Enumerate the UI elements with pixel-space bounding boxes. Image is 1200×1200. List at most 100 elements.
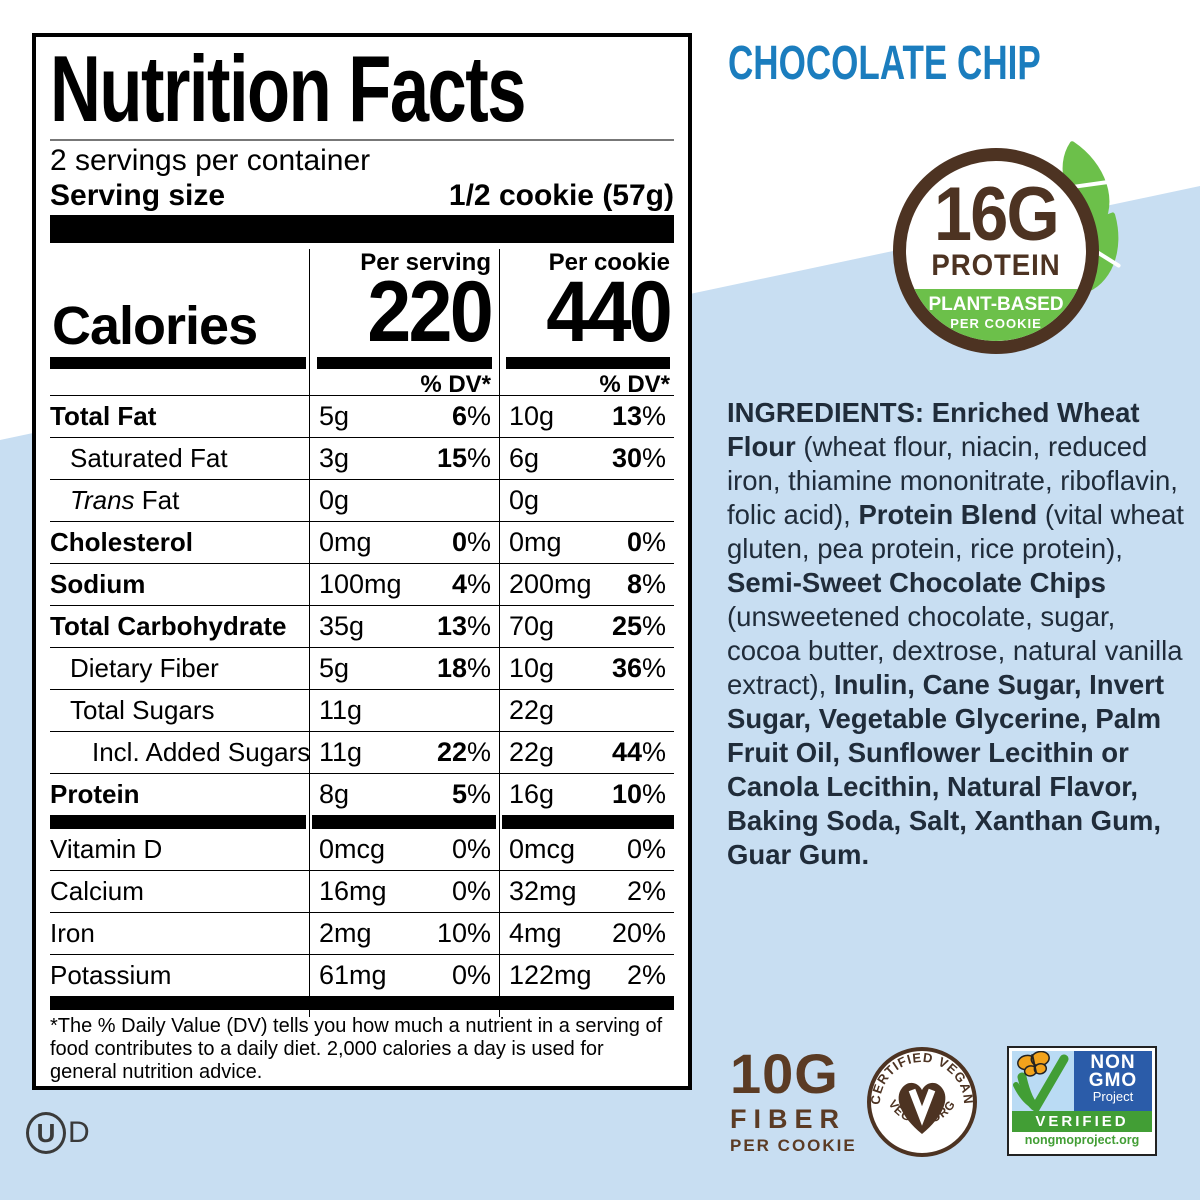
nutrition-facts-inner: Nutrition Facts 2 servings per container… bbox=[36, 41, 688, 1092]
dv-cell: 5% bbox=[451, 779, 491, 810]
dv-cell: 0% bbox=[626, 834, 666, 865]
nutrient-row: Total Carbohydrate 35g 13% 70g 25% bbox=[50, 606, 674, 649]
nutrient-name: Saturated Fat bbox=[70, 443, 228, 474]
non-gmo-line3: Project bbox=[1092, 1089, 1134, 1104]
dv-cell: 22% bbox=[436, 737, 491, 768]
amount-cell: 0mg bbox=[509, 527, 562, 558]
per-cookie-text: PER COOKIE bbox=[950, 316, 1042, 331]
nutrient-name: Trans Fat bbox=[70, 485, 180, 516]
butterfly-check-icon bbox=[1013, 1051, 1069, 1111]
nutrient-name: Sodium bbox=[50, 569, 146, 600]
nutrient-name: Total Carbohydrate bbox=[50, 611, 287, 642]
amount-cell: 35g bbox=[319, 611, 365, 642]
amount-cell: 122mg bbox=[509, 960, 592, 991]
ingredients-segment: Semi-Sweet Chocolate Chips bbox=[727, 567, 1106, 598]
ingredients-segment: INGREDIENTS: Enriched Wheat Flour bbox=[727, 397, 1140, 462]
amount-cell: 22g bbox=[509, 695, 555, 726]
amount-cell: 100mg bbox=[319, 569, 402, 600]
bar-segment bbox=[502, 815, 674, 830]
servings-per-container: 2 servings per container bbox=[50, 144, 371, 178]
non-gmo-verified-band: VERIFIED bbox=[1012, 1111, 1152, 1132]
nutrient-row: Total Fat 5g 6% 10g 13% bbox=[50, 396, 674, 439]
dv-cell: 20% bbox=[611, 918, 666, 949]
ingredients-segment: (wheat flour, niacin, reduced iron, thia… bbox=[727, 431, 1178, 530]
bar-segment bbox=[50, 815, 306, 830]
calories-bar bbox=[317, 357, 492, 370]
thick-divider-bar bbox=[50, 215, 674, 244]
dv-cell: 13% bbox=[611, 401, 666, 432]
dv-cell: 0% bbox=[451, 960, 491, 991]
kosher-circled-u: U bbox=[26, 1112, 66, 1154]
fiber-label: FIBER bbox=[730, 1104, 846, 1134]
amount-cell: 70g bbox=[509, 611, 555, 642]
amount-cell: 8g bbox=[319, 779, 350, 810]
dv-cell: 2% bbox=[626, 876, 666, 907]
plant-based-band: PLANT-BASED PER COOKIE bbox=[906, 289, 1086, 341]
vitamin-row: Iron 2mg 10% 4mg 20% bbox=[50, 913, 674, 956]
nutrient-name: Cholesterol bbox=[50, 527, 194, 558]
nutrient-name: Calcium bbox=[50, 876, 144, 907]
title-rule bbox=[50, 139, 674, 142]
dv-cell: 0% bbox=[451, 527, 491, 558]
kosher-dairy-d: D bbox=[68, 1116, 90, 1149]
kosher-ou-d-mark: U D bbox=[26, 1112, 90, 1154]
ingredients-segment: Protein Blend bbox=[858, 499, 1038, 530]
serving-size-label: Serving size bbox=[50, 179, 226, 213]
per-serving-header: Per serving bbox=[360, 249, 491, 277]
dv-cell: 10% bbox=[611, 779, 666, 810]
dv-cell: 8% bbox=[626, 569, 666, 600]
non-gmo-badge: NON GMO Project VERIFIED nongmoproject.o… bbox=[1007, 1046, 1157, 1156]
thick-divider-bar-segmented bbox=[50, 815, 674, 830]
fiber-badge: 10G FIBER PER COOKIE bbox=[730, 1046, 857, 1156]
dv-cell: 30% bbox=[611, 443, 666, 474]
nutrient-row: Incl. Added Sugars 11g 22% 22g 44% bbox=[50, 732, 674, 775]
ingredients-segment: (vital wheat gluten, pea protein, rice p… bbox=[727, 499, 1184, 564]
amount-cell: 5g bbox=[319, 401, 350, 432]
non-gmo-line1: NON bbox=[1090, 1052, 1136, 1073]
amount-cell: 0g bbox=[319, 485, 350, 516]
amount-cell: 22g bbox=[509, 737, 555, 768]
ingredients-segment: (unsweetened chocolate, sugar, cocoa but… bbox=[727, 601, 1183, 700]
dv-cell bbox=[604, 480, 674, 521]
serving-size-row: Serving size 1/2 cookie (57g) bbox=[50, 179, 674, 213]
amount-cell: 2mg bbox=[319, 918, 372, 949]
dv-cell: 36% bbox=[611, 653, 666, 684]
fiber-amount: 10G bbox=[730, 1042, 839, 1105]
nutrient-name: Total Sugars bbox=[70, 695, 215, 726]
nutrient-name: Potassium bbox=[50, 960, 172, 991]
protein-amount: 16G bbox=[934, 172, 1060, 257]
nutrition-facts-panel: Nutrition Facts 2 servings per container… bbox=[32, 33, 692, 1090]
thick-divider-bar-bottom bbox=[50, 996, 674, 1011]
dv-cell bbox=[409, 690, 499, 731]
dv-header-serving: % DV* bbox=[420, 371, 491, 399]
amount-cell: 5g bbox=[319, 653, 350, 684]
dv-cell: 0% bbox=[451, 834, 491, 865]
nutrient-name: Vitamin D bbox=[50, 834, 163, 865]
nutrient-name: Dietary Fiber bbox=[70, 653, 219, 684]
nutrient-name: Total Fat bbox=[50, 401, 157, 432]
dv-cell: 18% bbox=[436, 653, 491, 684]
per-cookie-header: Per cookie bbox=[548, 249, 670, 277]
calories-section: Per serving Per cookie Calories 220 440 … bbox=[50, 243, 674, 398]
nutrient-row: Total Sugars 11g 22g bbox=[50, 690, 674, 733]
dv-cell: 2% bbox=[626, 960, 666, 991]
bar-segment bbox=[312, 815, 496, 830]
dv-cell: 6% bbox=[451, 401, 491, 432]
amount-cell: 0mcg bbox=[509, 834, 576, 865]
amount-cell: 3g bbox=[319, 443, 350, 474]
fiber-per-cookie: PER COOKIE bbox=[730, 1136, 857, 1155]
certified-vegan-logo: CERTIFIED VEGAN VEGAN.ORG bbox=[866, 1046, 978, 1163]
flavor-title: CHOCOLATE CHIP bbox=[728, 37, 1041, 90]
amount-cell: 32mg bbox=[509, 876, 577, 907]
dv-cell: 10% bbox=[436, 918, 491, 949]
protein-badge-ring: 16G PROTEIN PLANT-BASED PER COOKIE bbox=[893, 148, 1099, 354]
amount-cell: 200mg bbox=[509, 569, 592, 600]
nutrient-row: Trans Fat 0g 0g bbox=[50, 480, 674, 523]
ingredients-segment: Inulin, Cane Sugar, Invert Sugar, Vegeta… bbox=[727, 669, 1165, 870]
dv-cell: 15% bbox=[436, 443, 491, 474]
dv-header-cookie: % DV* bbox=[599, 371, 670, 399]
nutrient-name: Incl. Added Sugars bbox=[92, 737, 311, 768]
nutrient-name: Protein bbox=[50, 779, 140, 810]
amount-cell: 10g bbox=[509, 653, 555, 684]
amount-cell: 10g bbox=[509, 401, 555, 432]
